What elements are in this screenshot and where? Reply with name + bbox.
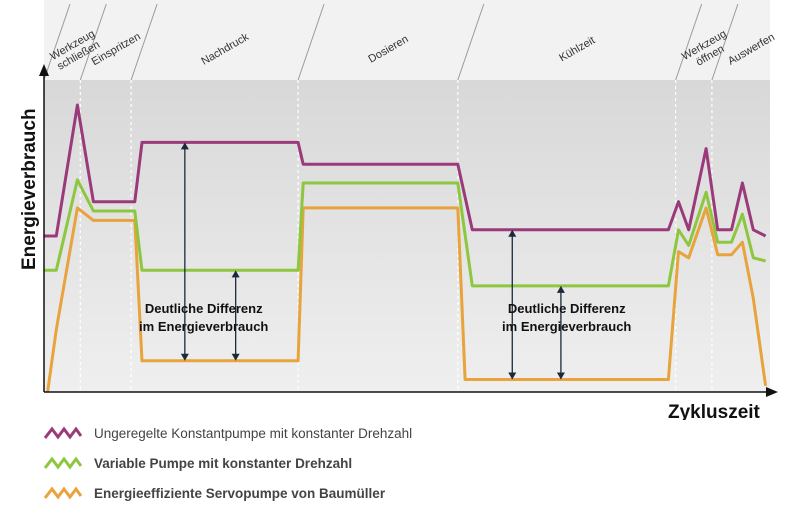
zigzag-swatch-icon xyxy=(44,486,82,500)
phase-header-divider xyxy=(43,3,71,81)
y-axis-arrow xyxy=(39,64,49,76)
series-line xyxy=(46,206,768,393)
phase-header-divider xyxy=(130,3,158,81)
arrow-head-up-icon xyxy=(231,270,240,278)
legend: Ungeregelte Konstantpumpe mit konstanter… xyxy=(44,418,412,508)
phase-header-divider xyxy=(297,3,325,81)
arrow-head-down-icon xyxy=(508,372,517,380)
phase-header-divider xyxy=(79,3,107,81)
legend-label: Variable Pumpe mit konstanter Drehzahl xyxy=(94,455,353,471)
x-axis-arrow xyxy=(766,387,778,397)
annotation-text: Deutliche Differenz im Energieverbrauch xyxy=(502,301,631,334)
arrow-head-down-icon xyxy=(180,353,189,361)
legend-label: Energieeffiziente Servopumpe von Baumüll… xyxy=(94,485,386,501)
x-axis-label: Zykluszeit xyxy=(668,402,761,420)
arrow-head-down-icon xyxy=(231,353,240,361)
arrow-head-up-icon xyxy=(556,285,565,293)
legend-item-servopumpe: Energieeffiziente Servopumpe von Baumüll… xyxy=(44,478,412,508)
plot-background xyxy=(44,80,770,392)
arrow-head-down-icon xyxy=(556,372,565,380)
legend-label: Ungeregelte Konstantpumpe mit konstanter… xyxy=(94,425,413,441)
annotation-text: Deutliche Differenz im Energieverbrauch xyxy=(139,301,268,334)
arrow-head-up-icon xyxy=(508,229,517,237)
legend-item-konstantpumpe: Ungeregelte Konstantpumpe mit konstanter… xyxy=(44,418,412,448)
series-line xyxy=(44,103,767,238)
zigzag-swatch-icon xyxy=(44,426,82,440)
annotations: Deutliche Differenz im Energieverbrauch De… xyxy=(139,142,631,380)
zigzag-swatch-icon xyxy=(44,456,82,470)
series-line xyxy=(44,178,766,288)
y-axis-label: Energieverbrauch xyxy=(19,108,40,270)
phase-header-divider xyxy=(457,3,485,81)
series-lines xyxy=(44,103,768,393)
phase-header-divider xyxy=(711,3,739,81)
phase-header-band xyxy=(44,0,770,80)
phase-header-divider xyxy=(675,3,703,81)
legend-item-variable-pumpe: Variable Pumpe mit konstanter Drehzahl xyxy=(44,448,412,478)
arrow-head-up-icon xyxy=(180,142,189,150)
